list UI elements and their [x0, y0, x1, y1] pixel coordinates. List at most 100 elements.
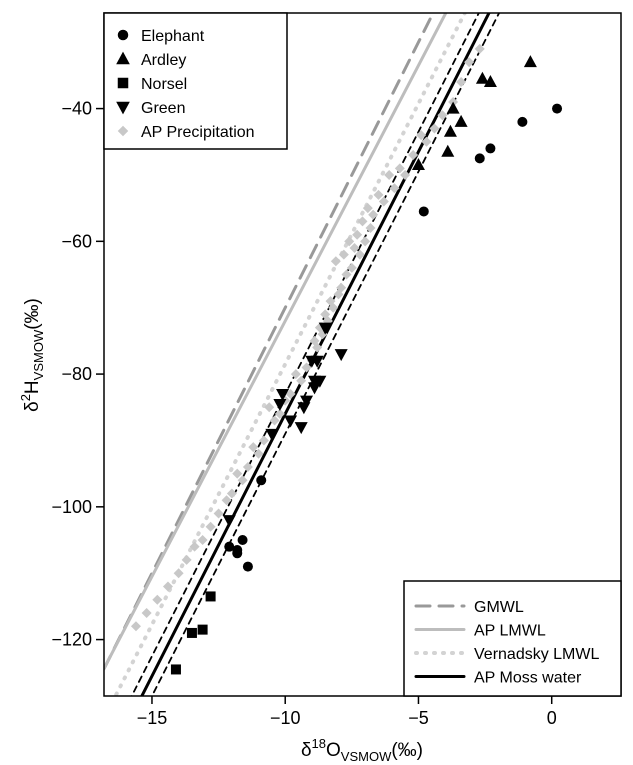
data-points [130, 43, 563, 675]
point-ardley [411, 157, 425, 170]
point-ap-precipitation [408, 150, 419, 161]
point-ap-precipitation [378, 196, 389, 207]
point-ap-precipitation [368, 209, 379, 220]
point-green [300, 395, 314, 408]
x-tick-label: −10 [270, 708, 301, 728]
point-ap-precipitation [258, 435, 269, 446]
point-ap-precipitation [373, 189, 384, 200]
series-norsel [170, 591, 216, 675]
legend-marker-elephant [117, 29, 129, 41]
point-ap-precipitation [269, 415, 280, 426]
y-tick-label: −80 [61, 364, 92, 384]
point-ardley [523, 55, 537, 68]
line-ap-lmwl [104, 13, 448, 671]
point-elephant [224, 541, 235, 552]
point-ap-precipitation [354, 249, 365, 260]
series-green [222, 322, 348, 528]
legend-label-green: Green [141, 100, 185, 117]
point-ap-precipitation [394, 163, 405, 174]
point-green [334, 349, 348, 362]
point-ap-precipitation [352, 229, 363, 240]
confidence-lines [130, 13, 501, 696]
point-ap-precipitation [232, 468, 243, 479]
point-green [318, 322, 332, 335]
legend-label-ap-moss-water: AP Moss water [474, 670, 582, 687]
x-tick-label: −15 [137, 708, 168, 728]
legend-label-gmwl: GMWL [474, 599, 524, 616]
point-ap-precipitation [205, 521, 216, 532]
point-ap-precipitation [421, 136, 432, 147]
y-tick-label: −60 [61, 231, 92, 251]
x-tick-label: −5 [408, 708, 429, 728]
point-ap-precipitation [384, 169, 395, 180]
point-ardley [475, 71, 489, 84]
point-ap-precipitation [330, 256, 341, 267]
point-ap-precipitation [437, 110, 448, 121]
point-green [294, 422, 308, 435]
point-green [297, 402, 311, 415]
point-ap-precipitation [429, 123, 440, 134]
legend-points: Elephant Ardley Norsel Green AP Precipitatio… [103, 12, 288, 150]
point-elephant [474, 153, 485, 164]
legend-label-ap-precipitation: AP Precipitation [141, 124, 255, 141]
legend-points-box [103, 12, 288, 150]
line-vernadsky-lmwl [113, 13, 468, 696]
point-ap-precipitation [189, 541, 200, 552]
point-ap-precipitation [333, 289, 344, 300]
point-ap-precipitation [365, 223, 376, 234]
point-ap-precipitation [416, 130, 427, 141]
point-green [284, 415, 298, 428]
series-elephant [224, 103, 563, 572]
point-green [276, 388, 290, 401]
point-ap-precipitation [320, 309, 331, 320]
y-axis: −120 −100 −80 −60 −40 [51, 99, 104, 650]
y-tick-label: −40 [61, 99, 92, 119]
point-ap-precipitation [464, 57, 475, 68]
point-green [308, 382, 322, 395]
point-elephant [552, 103, 563, 114]
line-gmwl [104, 13, 435, 671]
legend-label-ardley: Ardley [141, 52, 186, 69]
point-ap-precipitation [290, 369, 301, 380]
point-ap-precipitation [248, 442, 259, 453]
plot-frame [103, 12, 622, 697]
point-ap-precipitation [242, 462, 253, 473]
point-ap-precipitation [152, 594, 163, 605]
y-tick-label: −100 [51, 497, 92, 517]
x-tick-label: 0 [547, 708, 557, 728]
point-ap-precipitation [362, 203, 373, 214]
point-green [273, 398, 287, 411]
confidence-line [150, 13, 501, 696]
point-ap-precipitation [221, 495, 232, 506]
point-ap-precipitation [325, 296, 336, 307]
point-ap-precipitation [253, 448, 264, 459]
point-ap-precipitation [274, 408, 285, 419]
point-ardley [454, 114, 468, 127]
point-elephant [242, 561, 253, 572]
y-axis-label: δ2HVSMOW(‰) [18, 298, 46, 412]
legend-marker-ardley [116, 51, 130, 65]
line-ap-moss-water [140, 13, 491, 696]
point-elephant [418, 206, 429, 217]
point-ap-precipitation [338, 249, 349, 260]
point-ap-precipitation [141, 608, 152, 619]
point-green [308, 375, 322, 388]
legend-label-vernadsky-lmwl: Vernadsky LMWL [474, 646, 599, 663]
point-ardley [446, 101, 460, 114]
point-ap-precipitation [130, 621, 141, 632]
legend-label-ap-lmwl: AP LMWL [474, 623, 546, 640]
point-norsel [197, 624, 208, 635]
y-tick-label: −120 [51, 630, 92, 650]
point-ap-precipitation [296, 375, 307, 386]
point-ap-precipitation [389, 183, 400, 194]
point-ap-precipitation [197, 535, 208, 546]
point-ap-precipitation [349, 242, 360, 253]
point-ap-precipitation [237, 475, 248, 486]
point-elephant [517, 116, 528, 127]
regression-lines [104, 13, 491, 696]
point-elephant [237, 535, 248, 546]
point-norsel [205, 591, 216, 602]
point-ap-precipitation [264, 402, 275, 413]
point-ardley [441, 144, 455, 157]
